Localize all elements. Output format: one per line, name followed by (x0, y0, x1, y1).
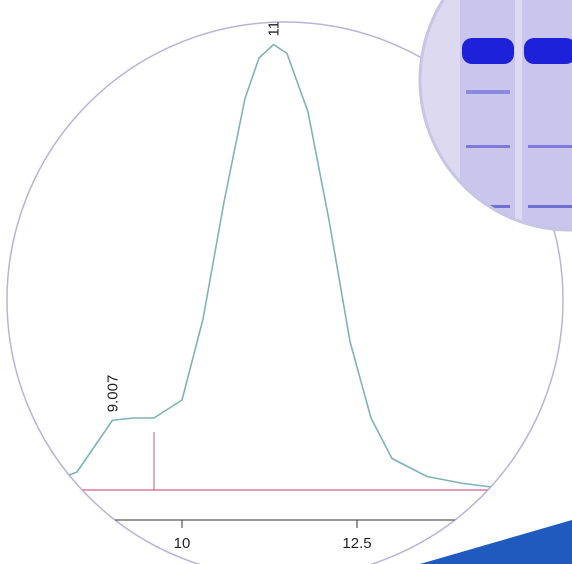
chart: 10 12.5 9.007 11.309 (0, 0, 572, 564)
peak-label: 11.309 (266, 0, 283, 37)
x-tick-label: 12.5 (342, 535, 371, 552)
x-tick-label: 10 (174, 535, 191, 552)
peak-label: 9.007 (104, 375, 121, 413)
page: 1012.59.00711.309 (() => { const data = … (0, 0, 572, 564)
